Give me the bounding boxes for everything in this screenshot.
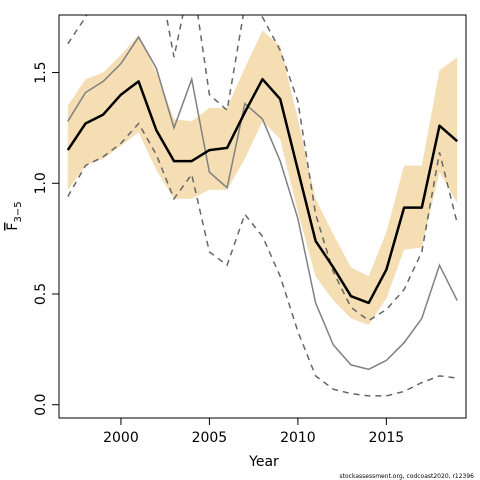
- retro-estimate-line: [67, 35, 458, 371]
- x-tick-label: 2000: [103, 430, 139, 446]
- confidence-band: [67, 30, 458, 325]
- y-tick-label: 0.5: [33, 283, 49, 305]
- y-axis-title: F3−5: [5, 201, 24, 230]
- x-tick-label: 2010: [280, 430, 316, 446]
- y-tick-label: 1.5: [33, 61, 49, 83]
- retro-upper-line: [67, 15, 458, 322]
- y-axis-title-sub: 3−5: [13, 201, 24, 222]
- plot-area: [66, 15, 459, 397]
- y-tick-label: 1.0: [33, 172, 49, 194]
- svg-text:F3−5: F3−5: [5, 201, 24, 230]
- x-tick-label: 2005: [192, 430, 228, 446]
- plot-frame: [58, 14, 467, 419]
- retro-lower-line: [67, 122, 458, 397]
- x-axis: 2000 2005 2010 2015: [103, 418, 404, 446]
- y-tick-label: 0.0: [33, 394, 49, 416]
- estimate-line: [66, 77, 459, 305]
- y-axis: 0.0 0.5 1.0 1.5: [33, 61, 59, 416]
- y-axis-title-main: F: [5, 223, 21, 231]
- x-axis-title: Year: [248, 454, 279, 470]
- x-tick-label: 2015: [369, 430, 405, 446]
- footer-text: stockassessment.org, codcoast2020, r1239…: [340, 473, 475, 480]
